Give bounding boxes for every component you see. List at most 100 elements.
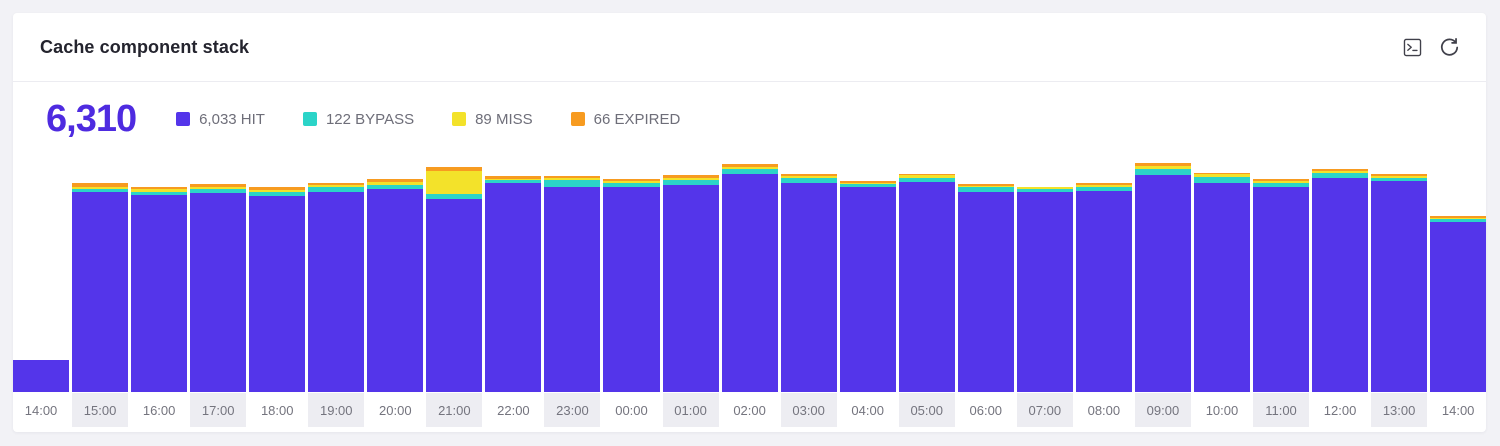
bar-segment-hit[interactable] xyxy=(1371,180,1428,392)
bar-segment-miss[interactable] xyxy=(1371,176,1428,178)
bar-segment-expired[interactable] xyxy=(1016,186,1073,188)
bar-segment-hit[interactable] xyxy=(485,183,542,392)
bar-segment-miss[interactable] xyxy=(662,177,719,181)
bar-column[interactable] xyxy=(1134,144,1191,392)
refresh-icon[interactable] xyxy=(1438,36,1460,58)
bar-segment-expired[interactable] xyxy=(131,186,188,190)
bar-segment-expired[interactable] xyxy=(1252,179,1310,181)
bar-segment-hit[interactable] xyxy=(1075,190,1132,392)
bar-segment-bypass[interactable] xyxy=(308,187,365,192)
bar-column[interactable] xyxy=(721,144,778,392)
bar-segment-hit[interactable] xyxy=(13,360,70,392)
bar-column[interactable] xyxy=(1430,144,1487,392)
bar-segment-bypass[interactable] xyxy=(426,193,483,199)
bar-segment-hit[interactable] xyxy=(308,191,365,392)
bar-segment-hit[interactable] xyxy=(1016,191,1073,392)
bar-segment-bypass[interactable] xyxy=(190,189,247,194)
bar-segment-hit[interactable] xyxy=(72,192,129,392)
bar-segment-miss[interactable] xyxy=(426,171,483,194)
bar-segment-expired[interactable] xyxy=(1430,215,1487,218)
bar-column[interactable] xyxy=(839,144,896,392)
bar-segment-bypass[interactable] xyxy=(1371,177,1428,181)
bar-segment-miss[interactable] xyxy=(1134,166,1191,169)
bar-segment-bypass[interactable] xyxy=(780,178,837,183)
bar-segment-miss[interactable] xyxy=(72,187,129,190)
bar-segment-expired[interactable] xyxy=(308,182,365,186)
bar-column[interactable] xyxy=(72,144,129,392)
bar-segment-miss[interactable] xyxy=(898,175,955,178)
bar-segment-miss[interactable] xyxy=(190,186,247,190)
bar-column[interactable] xyxy=(367,144,424,392)
terminal-icon[interactable] xyxy=(1401,36,1423,58)
bar-segment-miss[interactable] xyxy=(131,189,188,192)
bar-segment-miss[interactable] xyxy=(1075,185,1132,188)
bar-segment-hit[interactable] xyxy=(1193,182,1250,392)
bar-segment-miss[interactable] xyxy=(308,185,365,188)
bar-column[interactable] xyxy=(308,144,365,392)
bar-segment-bypass[interactable] xyxy=(1075,187,1132,191)
legend-item-bypass[interactable]: 122 BYPASS xyxy=(302,111,414,128)
bar-segment-expired[interactable] xyxy=(249,187,306,190)
bar-segment-hit[interactable] xyxy=(1312,177,1369,392)
bar-segment-hit[interactable] xyxy=(131,194,188,392)
bar-column[interactable] xyxy=(957,144,1014,392)
bar-segment-expired[interactable] xyxy=(1371,174,1428,177)
legend-item-expired[interactable]: 66 EXPIRED xyxy=(570,111,680,128)
bar-segment-hit[interactable] xyxy=(957,191,1014,392)
bar-segment-miss[interactable] xyxy=(1312,171,1369,173)
bar-segment-expired[interactable] xyxy=(780,174,837,177)
bar-segment-expired[interactable] xyxy=(603,178,660,181)
bar-segment-miss[interactable] xyxy=(544,177,601,181)
bar-segment-miss[interactable] xyxy=(721,167,778,169)
bar-segment-hit[interactable] xyxy=(1252,187,1310,392)
bar-segment-bypass[interactable] xyxy=(1312,172,1369,178)
bar-segment-hit[interactable] xyxy=(544,186,601,392)
bar-segment-expired[interactable] xyxy=(1193,172,1250,175)
bar-column[interactable] xyxy=(249,144,306,392)
bar-column[interactable] xyxy=(1312,144,1369,392)
bar-segment-expired[interactable] xyxy=(367,179,424,182)
bar-segment-expired[interactable] xyxy=(544,176,601,178)
bar-segment-bypass[interactable] xyxy=(603,183,660,188)
bar-column[interactable] xyxy=(190,144,247,392)
bar-column[interactable] xyxy=(662,144,719,392)
bar-segment-miss[interactable] xyxy=(839,182,896,185)
bar-segment-bypass[interactable] xyxy=(485,180,542,184)
bar-segment-bypass[interactable] xyxy=(1193,176,1250,183)
bar-column[interactable] xyxy=(131,144,188,392)
bar-segment-miss[interactable] xyxy=(1430,217,1487,220)
bar-segment-hit[interactable] xyxy=(780,182,837,392)
bar-column[interactable] xyxy=(544,144,601,392)
bar-segment-bypass[interactable] xyxy=(1252,183,1310,188)
bar-segment-hit[interactable] xyxy=(662,185,719,392)
bar-segment-hit[interactable] xyxy=(603,187,660,392)
bar-segment-hit[interactable] xyxy=(367,189,424,392)
bar-segment-miss[interactable] xyxy=(485,178,542,181)
bar-segment-hit[interactable] xyxy=(426,198,483,392)
bar-segment-bypass[interactable] xyxy=(898,177,955,182)
bar-column[interactable] xyxy=(1252,144,1310,392)
bar-segment-miss[interactable] xyxy=(1016,187,1073,190)
bar-segment-bypass[interactable] xyxy=(1016,189,1073,192)
bar-segment-bypass[interactable] xyxy=(367,185,424,190)
bar-column[interactable] xyxy=(1016,144,1073,392)
bar-column[interactable] xyxy=(13,144,70,392)
bar-segment-miss[interactable] xyxy=(603,180,660,184)
bar-segment-bypass[interactable] xyxy=(1134,168,1191,176)
bar-segment-bypass[interactable] xyxy=(721,168,778,175)
bar-segment-miss[interactable] xyxy=(957,185,1014,188)
bar-segment-expired[interactable] xyxy=(1134,163,1191,167)
bar-column[interactable] xyxy=(780,144,837,392)
bar-column[interactable] xyxy=(426,144,483,392)
bar-segment-expired[interactable] xyxy=(898,173,955,176)
bar-segment-expired[interactable] xyxy=(1075,183,1132,186)
bar-segment-expired[interactable] xyxy=(485,176,542,179)
bar-segment-hit[interactable] xyxy=(249,195,306,392)
bar-column[interactable] xyxy=(603,144,660,392)
bar-segment-expired[interactable] xyxy=(662,175,719,178)
bar-column[interactable] xyxy=(1371,144,1428,392)
bar-column[interactable] xyxy=(898,144,955,392)
bar-segment-bypass[interactable] xyxy=(839,184,896,188)
bar-segment-bypass[interactable] xyxy=(1430,219,1487,222)
bar-segment-expired[interactable] xyxy=(1312,168,1369,172)
